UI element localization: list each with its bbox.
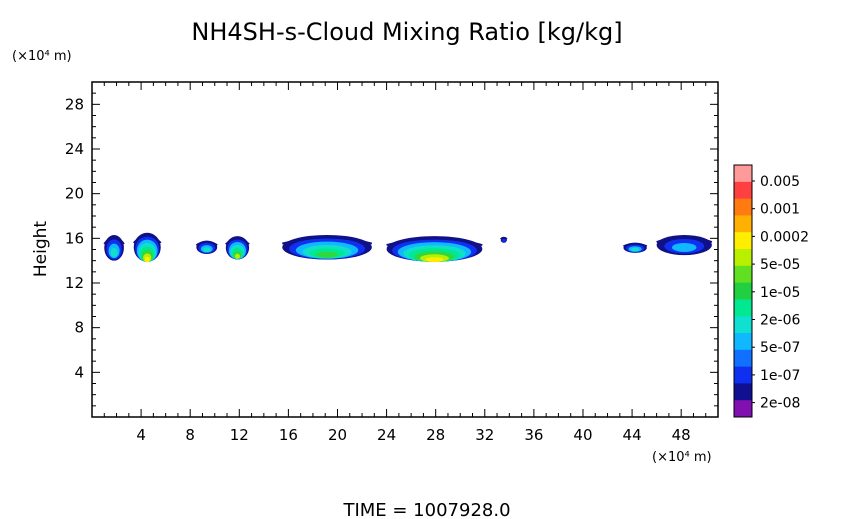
cloud-top-edge xyxy=(225,237,250,246)
y-tick-label: 16 xyxy=(65,229,84,247)
colorbar-label: 2e-08 xyxy=(760,396,800,412)
cloud-top-edge xyxy=(623,242,648,248)
colorbar-swatch xyxy=(734,265,752,284)
colorbar-swatch xyxy=(734,316,752,334)
cloud-contour xyxy=(425,257,444,263)
colorbar-label: 1e-05 xyxy=(760,285,800,301)
cloud-field xyxy=(103,232,713,263)
cloud-contour xyxy=(144,256,150,263)
x-tick-label: 28 xyxy=(426,426,445,444)
x-unit-label: (×10⁴ m) xyxy=(652,450,712,465)
cloud-region-2 xyxy=(133,232,162,263)
cloud-contour xyxy=(234,253,240,259)
y-unit-label: (×10⁴ m) xyxy=(12,49,72,64)
colorbar-swatch xyxy=(734,181,752,200)
colorbar-swatch xyxy=(734,232,752,250)
x-tick-label: 36 xyxy=(524,426,543,444)
cloud-contour xyxy=(671,242,697,252)
y-tick-label: 8 xyxy=(74,319,84,337)
colorbar-swatch xyxy=(734,366,752,384)
time-footer: TIME = 1007928.0 xyxy=(342,500,510,519)
cloud-region-8 xyxy=(623,242,648,253)
colorbar-label: 0.005 xyxy=(760,174,800,190)
cloud-top-edge xyxy=(656,235,713,243)
x-tick-label: 32 xyxy=(475,426,494,444)
y-tick-label: 4 xyxy=(74,363,84,381)
plot-axes xyxy=(91,81,719,418)
cloud-contour xyxy=(316,251,338,258)
x-tick-label: 8 xyxy=(185,426,195,444)
x-tick-label: 4 xyxy=(136,426,146,444)
y-tick-label: 28 xyxy=(65,95,84,113)
cloud-top-edge xyxy=(281,236,373,245)
y-axis-label: Height xyxy=(31,221,51,278)
colorbar-swatch xyxy=(734,349,752,368)
cloud-top-edge xyxy=(500,236,508,240)
cloud-top-edge xyxy=(195,240,218,247)
x-tick-label: 16 xyxy=(279,426,298,444)
colorbar-label: 2e-06 xyxy=(760,313,800,329)
x-tick-label: 40 xyxy=(573,426,592,444)
colorbar-label: 0.0002 xyxy=(760,229,809,245)
colorbar-label: 1e-07 xyxy=(760,368,800,384)
cloud-contour xyxy=(203,247,211,253)
colorbar-swatch xyxy=(734,198,752,216)
colorbar-swatch xyxy=(734,282,752,300)
colorbar-swatch xyxy=(734,333,752,351)
colorbar-swatch xyxy=(734,383,752,401)
x-tick-label: 48 xyxy=(672,426,691,444)
y-tick-label: 12 xyxy=(65,274,84,292)
colorbar-label: 5e-05 xyxy=(760,257,800,273)
colorbar-swatch xyxy=(734,249,752,267)
cloud-region-9 xyxy=(656,234,713,256)
x-tick-labels: 4 8 12 16 20 24 28 32 36 40 44 48 xyxy=(136,426,690,444)
colorbar-label: 0.001 xyxy=(760,202,800,218)
cloud-contour xyxy=(110,247,118,257)
y-tick-label: 20 xyxy=(65,185,84,203)
colorbar-frame xyxy=(733,164,753,418)
cloud-contour xyxy=(501,238,506,243)
x-tick-label: 12 xyxy=(230,426,249,444)
cloud-region-7 xyxy=(500,236,508,243)
y-tick-label: 24 xyxy=(65,140,84,158)
cloud-region-4 xyxy=(225,236,250,260)
cloud-contour xyxy=(631,247,640,252)
cloud-region-5 xyxy=(281,234,373,260)
cloud-region-1 xyxy=(103,234,125,261)
x-tick-label: 20 xyxy=(328,426,347,444)
cloud-top-edge xyxy=(133,234,162,244)
colorbar xyxy=(733,164,755,418)
x-tick-label: 24 xyxy=(377,426,396,444)
cloud-region-3 xyxy=(195,240,218,254)
x-tick-label: 44 xyxy=(623,426,642,444)
y-tick-labels: 4 8 12 16 20 24 28 xyxy=(65,95,84,381)
colorbar-swatch xyxy=(734,215,752,233)
colorbar-swatch xyxy=(734,400,752,418)
colorbar-label: 5e-07 xyxy=(760,340,800,356)
cloud-top-edge xyxy=(386,237,483,247)
cloud-region-6 xyxy=(386,236,483,263)
colorbar-swatch xyxy=(734,299,752,317)
colorbar-swatch xyxy=(734,165,752,183)
colorbar-labels: 0.005 0.001 0.0002 5e-05 1e-05 2e-06 5e-07 1e-0… xyxy=(760,174,809,412)
cloud-top-edge xyxy=(103,236,125,245)
chart-title: NH4SH-s-Cloud Mixing Ratio [kg/kg] xyxy=(191,18,622,46)
